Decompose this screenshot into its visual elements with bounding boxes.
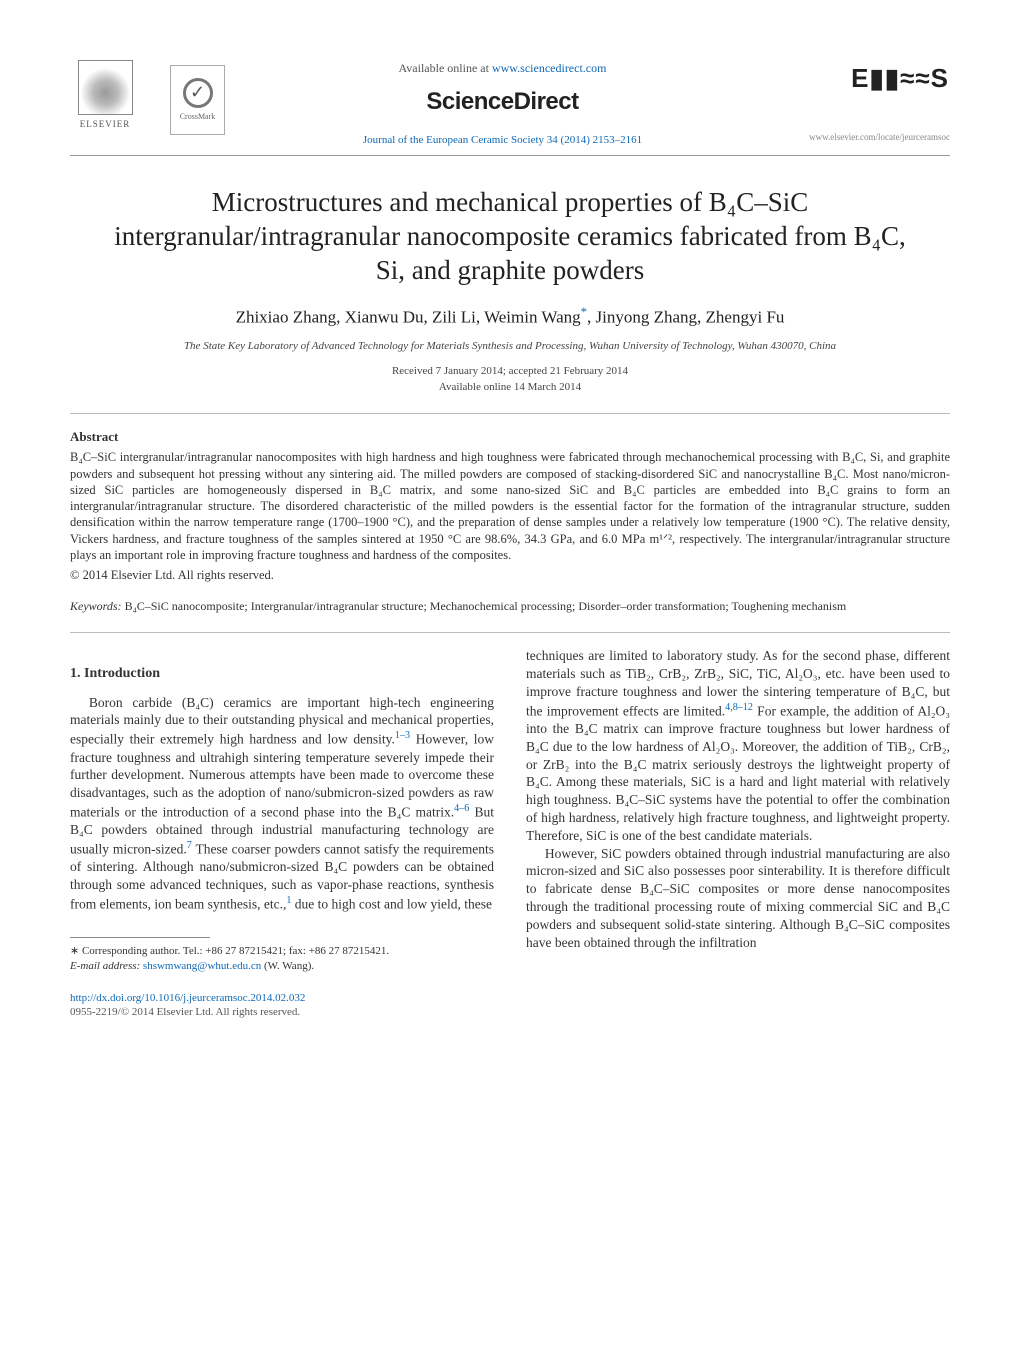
available-online: Available online at www.sciencedirect.co… (245, 60, 760, 76)
article-title: Microstructures and mechanical propertie… (110, 186, 910, 287)
abstract-heading: Abstract (70, 428, 950, 446)
intro-p1-cont-b: For example, the addition of Al₂O₃ into … (526, 703, 950, 843)
sciencedirect-wordmark: ScienceDirect (245, 86, 760, 118)
intro-p1-cont: techniques are limited to laboratory stu… (526, 647, 950, 844)
center-header: Available online at www.sciencedirect.co… (225, 60, 780, 147)
intro-p1: Boron carbide (B₄C) ceramics are importa… (70, 694, 494, 914)
crossmark-badge[interactable]: ✓ CrossMark (170, 65, 225, 135)
corr-email-link[interactable]: shswmwang@whut.edu.cn (143, 960, 261, 972)
elsevier-tree-icon (78, 60, 133, 115)
available-prefix: Available online at (399, 61, 492, 75)
sciencedirect-link[interactable]: www.sciencedirect.com (492, 61, 607, 75)
keywords-list: B₄C–SiC nanocomposite; Intergranular/int… (125, 599, 847, 613)
crossmark-icon: ✓ (183, 78, 213, 108)
journal-logo: E▮▮≈≈S (850, 60, 950, 97)
received-accepted: Received 7 January 2014; accepted 21 Feb… (70, 364, 950, 379)
article-dates: Received 7 January 2014; accepted 21 Feb… (70, 364, 950, 395)
footnote-rule (70, 937, 210, 938)
elsevier-label: ELSEVIER (80, 118, 131, 130)
keywords-label: Keywords: (70, 599, 122, 613)
abstract-bottom-rule (70, 632, 950, 633)
section-1-heading: 1. Introduction (70, 665, 494, 683)
abstract-body: B₄C–SiC intergranular/intragranular nano… (70, 449, 950, 563)
intro-p1-e: due to high cost and low yield, these (291, 897, 492, 912)
author-list: Zhixiao Zhang, Xianwu Du, Zili Li, Weimi… (70, 304, 950, 330)
authors-before-corr: Zhixiao Zhang, Xianwu Du, Zili Li, Weimi… (236, 307, 581, 326)
top-rule (70, 155, 950, 156)
elsevier-logo: ELSEVIER (70, 60, 140, 140)
crossmark-label: CrossMark (180, 112, 216, 123)
doi-link[interactable]: http://dx.doi.org/10.1016/j.jeurceramsoc… (70, 992, 305, 1004)
journal-reference[interactable]: Journal of the European Ceramic Society … (245, 133, 760, 148)
header-row: ELSEVIER ✓ CrossMark Available online at… (70, 60, 950, 147)
available-online-date: Available online 14 March 2014 (70, 380, 950, 395)
journal-brand-block: E▮▮≈≈S www.elsevier.com/locate/jeurceram… (780, 60, 950, 143)
copyright-line: © 2014 Elsevier Ltd. All rights reserved… (70, 567, 950, 584)
doi-block: http://dx.doi.org/10.1016/j.jeurceramsoc… (70, 991, 494, 1020)
right-column: techniques are limited to laboratory stu… (526, 647, 950, 1020)
journal-reference-link[interactable]: Journal of the European Ceramic Society … (363, 134, 642, 146)
corr-contact: ∗ Corresponding author. Tel.: +86 27 872… (70, 944, 494, 958)
journal-logo-text: E▮▮≈≈S (851, 63, 949, 93)
keywords-block: Keywords: B₄C–SiC nanocomposite; Intergr… (70, 598, 950, 614)
abstract-top-rule (70, 413, 950, 414)
cite-4-8-12[interactable]: 4,8–12 (725, 702, 753, 713)
left-column: 1. Introduction Boron carbide (B₄C) cera… (70, 647, 494, 1020)
corr-email-who: (W. Wang). (264, 960, 314, 972)
cite-4-6[interactable]: 4–6 (454, 803, 469, 814)
affiliation: The State Key Laboratory of Advanced Tec… (70, 339, 950, 354)
cite-1-3[interactable]: 1–3 (395, 730, 410, 741)
authors-after-corr: , Jinyong Zhang, Zhengyi Fu (587, 307, 784, 326)
issn-copyright: 0955-2219/© 2014 Elsevier Ltd. All right… (70, 1005, 494, 1020)
journal-url: www.elsevier.com/locate/jeurceramsoc (780, 131, 950, 143)
body-columns: 1. Introduction Boron carbide (B₄C) cera… (70, 647, 950, 1020)
corr-email-line: E-mail address: shswmwang@whut.edu.cn (W… (70, 959, 494, 973)
email-label: E-mail address: (70, 960, 140, 972)
publisher-logos: ELSEVIER ✓ CrossMark (70, 60, 225, 140)
corresponding-footnote: ∗ Corresponding author. Tel.: +86 27 872… (70, 944, 494, 973)
intro-p2: However, SiC powders obtained through in… (526, 845, 950, 952)
